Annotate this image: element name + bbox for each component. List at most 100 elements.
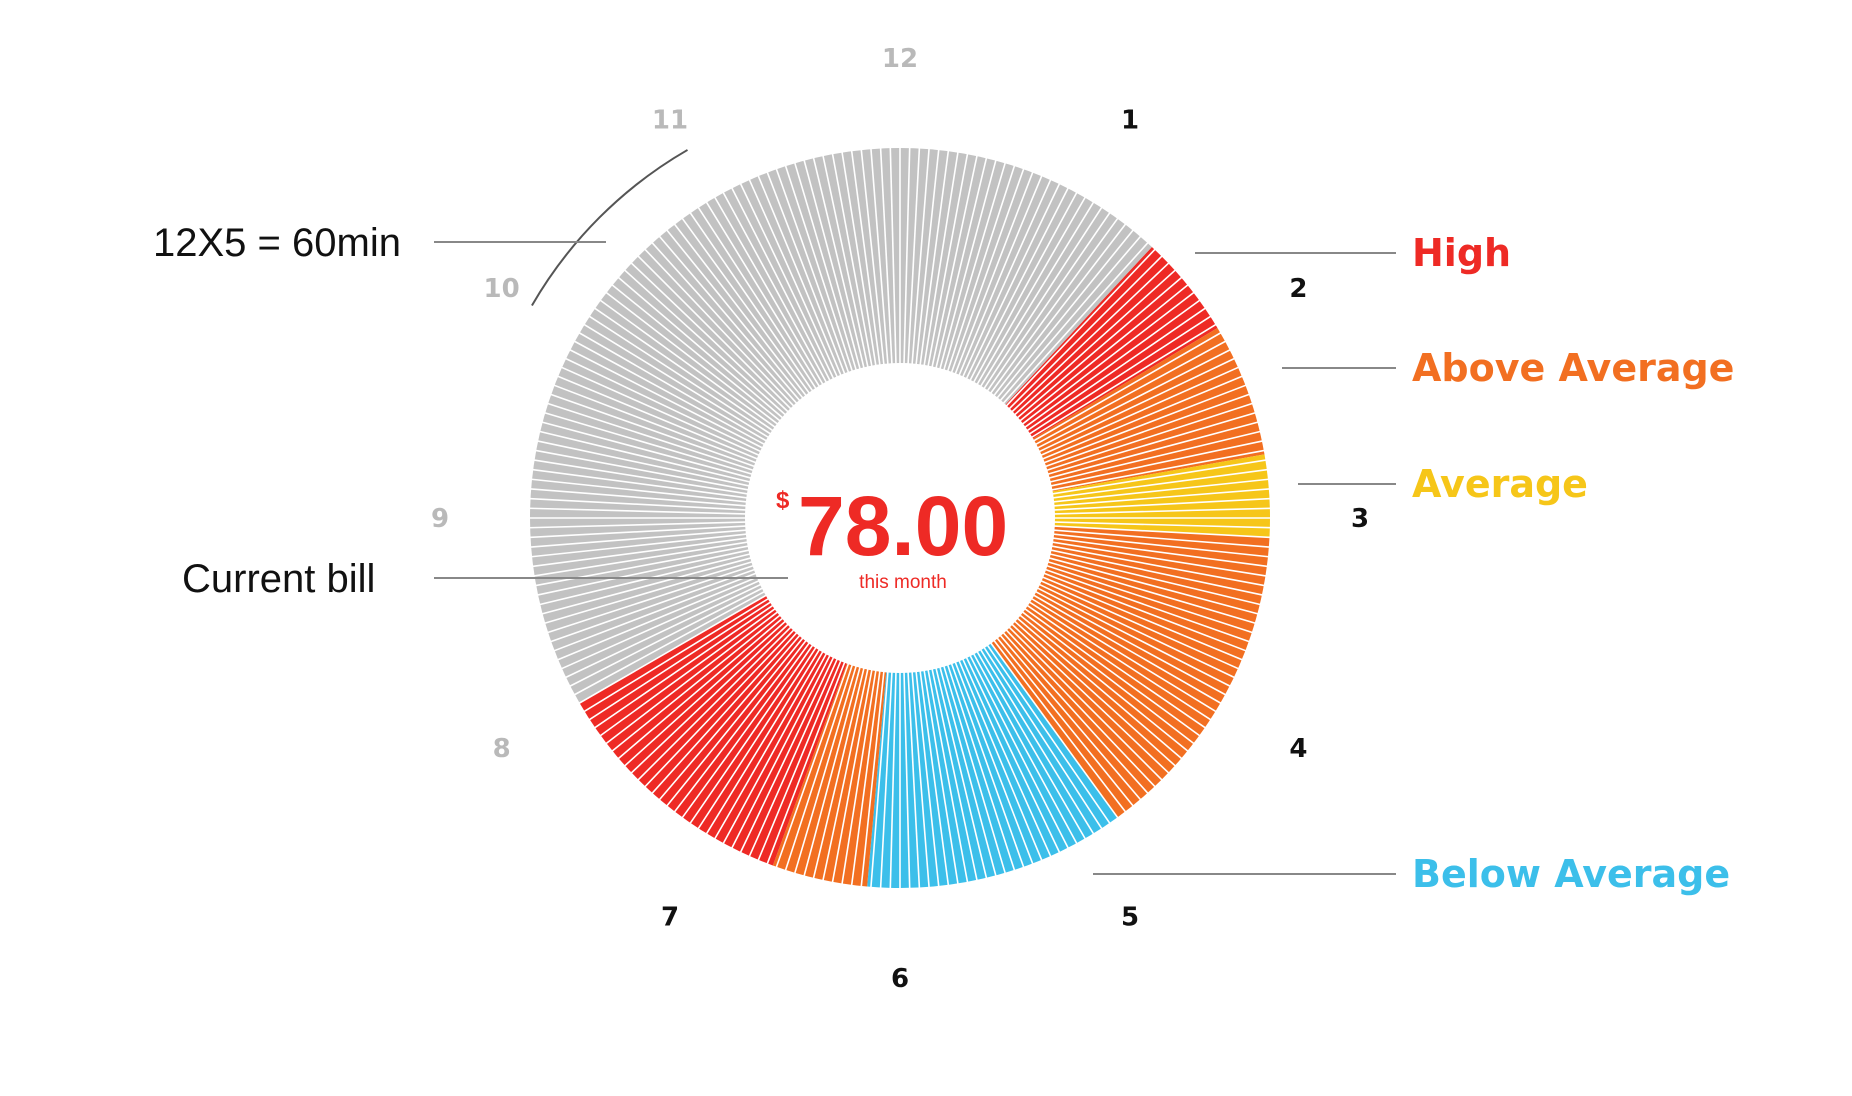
minute-divider [907,146,921,369]
minute-divider [1035,357,1237,455]
minute-divider [616,614,787,761]
minute-divider [563,581,765,679]
minute-divider [784,163,855,376]
minute-divider [1043,559,1257,625]
minute-divider [1049,525,1272,539]
minute-divider [1041,393,1251,469]
minute-divider [1033,585,1232,688]
minute-divider [850,666,882,887]
minute-divider [1042,402,1255,473]
minute-divider [990,636,1128,814]
minute-divider [1036,578,1241,671]
minute-divider [1016,611,1190,753]
minute-divider [636,254,795,413]
minute-divider [1048,536,1269,568]
minute-divider [967,186,1070,385]
minute-divider [610,283,784,425]
minute-divider [616,275,787,422]
minute-divider [938,158,998,374]
minute-divider [930,664,979,883]
minute-divider [563,357,765,455]
minute-divider [903,146,911,369]
minute-divider [970,190,1079,387]
minute-divider [967,651,1070,850]
minute-divider [650,241,801,408]
minute-divider [1042,563,1255,634]
minute-divider [1018,608,1196,746]
minute-divider [713,195,826,389]
minute-divider [1038,374,1244,462]
minute-divider [910,667,930,889]
minute-divider [545,563,758,634]
minute-divider [974,195,1087,389]
minute-divider [747,177,840,382]
minute-divider [974,647,1087,841]
minute-divider [559,578,764,671]
minute-divider [680,216,813,398]
minute-divider [984,641,1112,826]
minute-divider [713,647,826,841]
minute-divider [1044,556,1260,616]
minute-divider [1031,588,1228,697]
minute-divider [545,402,758,473]
minute-divider [1049,507,1272,515]
minute-divider [860,147,886,369]
minute-divider [704,200,823,391]
minute-divider [529,528,751,548]
minute-divider [922,150,959,370]
minute-divider [552,383,761,465]
minute-divider [704,645,823,836]
minute-divider [926,152,969,371]
minute-divider [577,331,771,444]
minute-divider [821,664,870,883]
minute-divider [543,411,757,477]
minute-divider [534,449,753,492]
minute-divider [793,661,859,875]
minute-divider [903,667,911,890]
minute-divider [918,666,950,887]
minute-divider [999,241,1150,408]
minute-divider [1049,497,1272,511]
minute-divider [949,659,1025,869]
center-readout: $ 78.00 this month [776,479,1008,593]
minute-divider [582,595,773,714]
minute-divider [549,567,759,643]
minute-divider [981,205,1104,393]
minute-divider [765,657,847,866]
minute-divider [850,149,882,370]
minute-divider [1045,552,1262,606]
minute-divider [756,174,844,380]
minute-divider [860,667,886,889]
minute-divider [568,348,767,451]
minute-divider [1046,439,1265,488]
minute-divider [610,611,784,753]
minute-divider [930,153,979,372]
minute-divider [922,666,959,886]
minute-divider [821,153,870,372]
legend-label-below: Below Average [1412,852,1730,896]
minute-divider [987,638,1120,820]
minute-divider [604,608,782,746]
minute-divider [1020,298,1202,431]
minute-divider [926,665,969,884]
minute-divider [831,665,874,884]
minute-divider [604,290,782,428]
minute-divider [540,556,756,616]
minute-divider [582,322,773,441]
minute-divider [960,177,1053,382]
minute-divider [672,636,810,814]
minute-divider [1002,247,1157,410]
minute-divider [528,507,751,515]
minute-divider [1049,528,1271,548]
minute-divider [568,585,767,688]
minute-divider [889,146,897,369]
minute-divider [1025,314,1213,437]
minute-divider [918,149,950,370]
hour-label-10: 10 [484,274,520,304]
minute-divider [802,158,862,374]
minute-divider [1045,430,1262,484]
minute-divider [598,605,780,738]
minute-divider [870,667,890,889]
legend-label-average: Average [1412,462,1588,506]
minute-divider [953,657,1035,866]
